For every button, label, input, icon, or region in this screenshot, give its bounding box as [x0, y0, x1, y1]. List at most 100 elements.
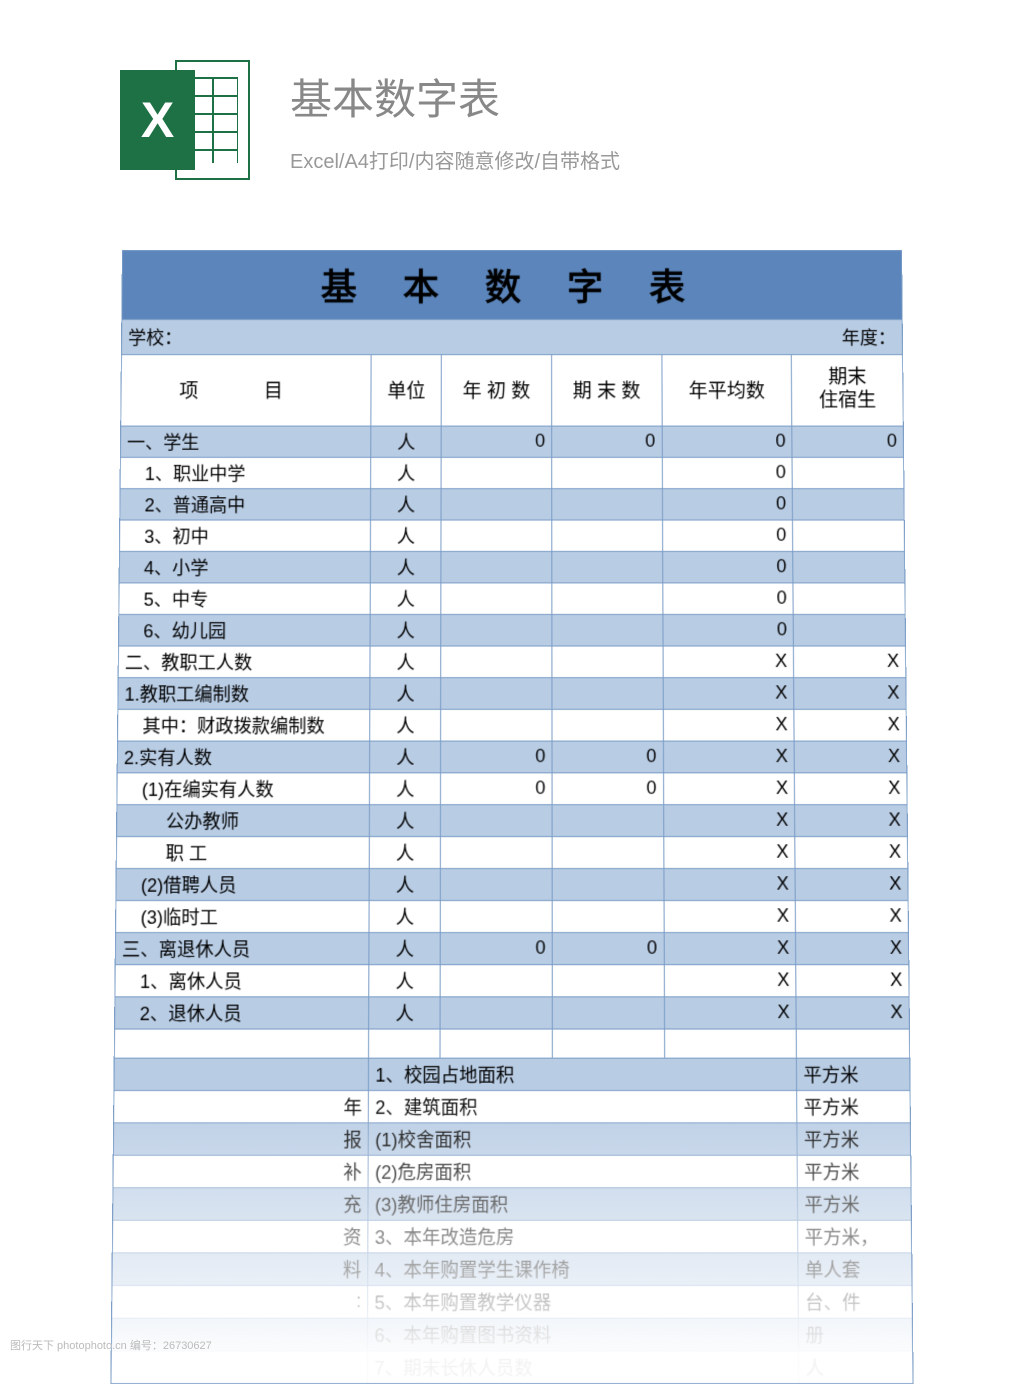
bottom-row: 补(2)危房面积平方米 — [113, 1154, 910, 1186]
cell-v3: 0 — [663, 583, 794, 614]
bottom-left: 补 — [113, 1155, 369, 1186]
excel-icon: X — [120, 60, 250, 180]
bottom-mid: (3)教师住房面积 — [369, 1188, 799, 1219]
bottom-row: 年2、建筑面积平方米 — [114, 1090, 910, 1122]
cell-v1: 0 — [441, 741, 552, 772]
cell-v1 — [441, 837, 552, 868]
cell-item: 一、学生 — [121, 426, 372, 456]
bottom-right: 平方米 — [797, 1091, 909, 1122]
cell-v1 — [441, 901, 553, 932]
cell-unit: 人 — [371, 457, 441, 487]
table-row: 2、退休人员人XX — [115, 996, 909, 1028]
bottom-mid: 4、本年购置学生课作椅 — [369, 1253, 799, 1285]
cell-v2 — [552, 552, 663, 582]
cell-item: 2、退休人员 — [115, 997, 370, 1028]
cell-v2 — [553, 901, 665, 932]
bottom-right: 人 — [799, 1351, 912, 1383]
cell-item: 职 工 — [117, 837, 371, 868]
title-area: 基本数字表 Excel/A4打印/内容随意修改/自带格式 — [290, 66, 620, 174]
bottom-left: 资 — [113, 1220, 369, 1252]
table-row: 一、学生人0000 — [121, 425, 903, 456]
cell-v4: X — [796, 901, 908, 932]
cell-item: 1、离休人员 — [115, 965, 369, 996]
bottom-right: 平方米 — [798, 1188, 911, 1219]
cell-unit: 人 — [371, 678, 442, 709]
bottom-row: 料4、本年购置学生课作椅单人套 — [112, 1252, 911, 1285]
cell-v3: X — [663, 709, 794, 740]
table-row: 三、离退休人员人00XX — [116, 932, 909, 964]
cell-v2 — [552, 646, 663, 677]
cell-unit: 人 — [370, 901, 441, 932]
bottom-row: 1、校园占地面积平方米 — [114, 1057, 909, 1089]
cell-v4: X — [794, 646, 905, 677]
cell-v2 — [552, 457, 662, 487]
cell-v3: 0 — [663, 520, 794, 550]
table-row: 二、教职工人数人XX — [119, 645, 906, 677]
table-header: 项 目 单位 年 初 数 期 末 数 年平均数 期末 住宿生 — [121, 354, 903, 425]
cell-unit: 人 — [370, 805, 441, 836]
bottom-row: 资3、本年改造危房平方米， — [113, 1219, 911, 1252]
cell-v2 — [553, 837, 665, 868]
cell-v2 — [553, 997, 665, 1028]
table-row: (1)在编实有人数人00XX — [117, 772, 906, 804]
table-row: 4、小学人0 — [120, 551, 905, 582]
cell-v2: 0 — [552, 426, 662, 456]
cell-v3: X — [664, 805, 796, 836]
cell-item: (1)在编实有人数 — [117, 773, 370, 804]
bottom-left — [111, 1351, 368, 1383]
bottom-row: 7、期末长休人员数人 — [111, 1350, 912, 1383]
cell-v4 — [793, 457, 904, 487]
cell-v4 — [793, 520, 904, 550]
cell-unit: 人 — [370, 773, 441, 804]
cell-v3: 0 — [663, 552, 794, 582]
cell-v4 — [794, 615, 905, 646]
table-row: 1、离休人员人XX — [115, 964, 908, 996]
cell-item: 二、教职工人数 — [119, 646, 371, 677]
table-row: 公办教师人XX — [117, 804, 907, 836]
page-subtitle: Excel/A4打印/内容随意修改/自带格式 — [290, 145, 620, 174]
page-title: 基本数字表 — [290, 66, 620, 127]
cell-item: 三、离退休人员 — [116, 933, 370, 964]
cell-v3: 0 — [663, 615, 794, 646]
watermark: 图行天下 photophoto.cn 编号：26730627 — [10, 1337, 212, 1353]
cell-v4: X — [796, 933, 908, 964]
cell-v3: X — [664, 901, 796, 932]
bottom-right: 台、件 — [799, 1286, 912, 1318]
cell-item: 公办教师 — [117, 805, 370, 836]
cell-unit: 人 — [372, 426, 442, 456]
table-row: 5、中专人 0 — [119, 582, 904, 614]
cell-unit: 人 — [370, 837, 441, 868]
bottom-mid: (2)危房面积 — [369, 1155, 798, 1186]
meta-school: 学校： — [122, 320, 802, 354]
bottom-right: 平方米， — [798, 1220, 911, 1252]
cell-unit: 人 — [371, 646, 442, 677]
bottom-mid: 6、本年购置图书资料 — [368, 1318, 799, 1350]
table-row: (3)临时工人 XX — [116, 900, 908, 932]
sheet-title: 基 本 数 字 表 — [122, 251, 901, 319]
cell-item: 其中：财政拨款编制数 — [118, 709, 371, 740]
cell-v1: 0 — [442, 426, 552, 456]
cell-unit: 人 — [370, 965, 441, 996]
cell-v1 — [442, 457, 552, 487]
cell-item: (3)临时工 — [116, 901, 370, 932]
cell-unit: 人 — [370, 997, 441, 1028]
cell-v3: X — [663, 678, 794, 709]
cell-v2: 0 — [552, 773, 663, 804]
cell-unit: 人 — [371, 583, 442, 614]
cell-item: 6、幼儿园 — [119, 615, 371, 646]
bottom-section: 1、校园占地面积平方米年2、建筑面积平方米报(1)校舍面积平方米补(2)危房面积… — [111, 1057, 912, 1383]
col-v4: 期末 住宿生 — [792, 355, 903, 425]
cell-v4: X — [794, 678, 905, 709]
cell-v4 — [793, 552, 904, 582]
cell-v3: X — [664, 741, 796, 772]
cell-v1 — [441, 709, 552, 740]
cell-v1 — [441, 965, 553, 996]
cell-v3: 0 — [662, 426, 792, 456]
cell-v4 — [793, 489, 904, 519]
cell-v4: X — [797, 997, 909, 1028]
blank-row — [115, 1028, 909, 1057]
cell-item: 5、中专 — [119, 583, 371, 614]
cell-v3: X — [664, 933, 796, 964]
cell-v2 — [552, 678, 663, 709]
bottom-mid: 1、校园占地面积 — [369, 1058, 797, 1089]
